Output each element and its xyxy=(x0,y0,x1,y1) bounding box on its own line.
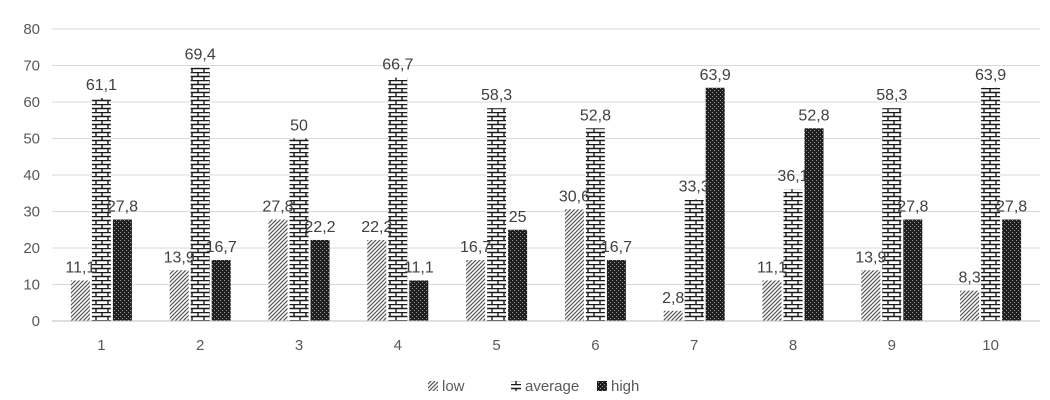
x-tick-label: 10 xyxy=(982,337,999,354)
data-label-low: 11,1 xyxy=(757,259,787,276)
bar-average xyxy=(585,128,605,321)
x-tick-label: 1 xyxy=(97,337,105,354)
y-tick-label: 50 xyxy=(23,131,40,148)
legend-swatch-high xyxy=(597,381,607,391)
data-label-high: 25 xyxy=(509,209,527,226)
data-label-average: 69,4 xyxy=(185,47,216,64)
x-tick-label: 8 xyxy=(789,337,797,354)
y-tick-label: 60 xyxy=(23,94,40,111)
bar-low xyxy=(169,270,189,321)
data-label-high: 27,8 xyxy=(107,199,138,216)
data-label-high: 16,7 xyxy=(206,239,237,256)
bar-high xyxy=(903,219,923,321)
x-tick-label: 2 xyxy=(196,337,204,354)
bar-average xyxy=(783,189,803,321)
legend-swatch-low xyxy=(428,381,438,391)
bar-average xyxy=(388,77,408,321)
data-label-high: 11,1 xyxy=(404,259,434,276)
data-label-average: 58,3 xyxy=(481,87,512,104)
y-tick-label: 40 xyxy=(23,167,40,184)
bar-high xyxy=(211,260,231,321)
data-label-low: 22,2 xyxy=(361,219,392,236)
data-label-low: 16,7 xyxy=(460,239,491,256)
y-tick-label: 80 xyxy=(23,21,40,38)
y-tick-label: 0 xyxy=(32,313,40,330)
data-label-high: 63,9 xyxy=(700,67,731,84)
data-label-average: 61,1 xyxy=(86,77,117,94)
data-label-high: 52,8 xyxy=(798,107,829,124)
y-tick-label: 10 xyxy=(23,277,40,294)
bar-high xyxy=(606,260,626,321)
bar-average xyxy=(487,108,507,321)
data-label-low: 2,8 xyxy=(662,290,684,307)
bar-high xyxy=(1002,219,1022,321)
y-tick-label: 20 xyxy=(23,240,40,257)
data-label-average: 63,9 xyxy=(975,67,1006,84)
legend-label-high: high xyxy=(611,378,639,395)
bar-high xyxy=(112,219,132,321)
data-label-average: 52,8 xyxy=(580,107,611,124)
y-axis: 0 10 20 30 40 50 60 70 80 xyxy=(23,21,40,330)
y-tick-label: 70 xyxy=(23,58,40,75)
x-tick-label: 4 xyxy=(394,337,402,354)
bar-low xyxy=(564,209,584,321)
bar-high xyxy=(804,128,824,321)
bar-high xyxy=(508,229,528,321)
bar-low xyxy=(268,219,288,321)
x-axis: 1 2 3 4 5 6 7 8 9 10 xyxy=(52,320,1040,354)
bar-low xyxy=(960,290,980,321)
legend-swatch-average xyxy=(511,381,521,391)
x-tick-label: 9 xyxy=(888,337,896,354)
bar-average xyxy=(981,87,1001,321)
bar-average xyxy=(289,138,309,321)
bar-low xyxy=(367,239,387,321)
bar-low xyxy=(663,310,683,321)
bar-average xyxy=(684,199,704,321)
data-label-average: 50 xyxy=(290,118,308,135)
x-tick-label: 7 xyxy=(690,337,698,354)
data-label-high: 27,8 xyxy=(996,199,1027,216)
bar-high xyxy=(705,87,725,321)
x-tick-label: 6 xyxy=(591,337,599,354)
legend: low average high xyxy=(428,378,639,395)
data-label-high: 27,8 xyxy=(897,199,928,216)
data-label-low: 30,6 xyxy=(559,188,590,205)
data-label-high: 16,7 xyxy=(601,239,632,256)
data-label-average: 66,7 xyxy=(382,57,413,74)
x-tick-label: 3 xyxy=(295,337,303,354)
legend-label-low: low xyxy=(442,378,465,395)
bar-low xyxy=(70,280,90,321)
bar-average xyxy=(882,108,902,321)
data-label-low: 11,1 xyxy=(65,259,95,276)
bar-high xyxy=(409,280,429,321)
data-label-average: 33,3 xyxy=(679,178,710,195)
bar-low xyxy=(762,280,782,321)
y-tick-label: 30 xyxy=(23,204,40,221)
data-label-average: 58,3 xyxy=(876,87,907,104)
bar-average xyxy=(91,97,111,321)
bar-low xyxy=(861,270,881,321)
bar-average xyxy=(190,67,210,321)
data-label-low: 27,8 xyxy=(262,199,293,216)
bars xyxy=(70,67,1022,321)
data-labels: 11,1 61,1 27,8 13,9 69,4 16,7 27,8 50 22,2 22,2 66… xyxy=(65,47,1027,307)
bar-low xyxy=(466,260,486,321)
bar-high xyxy=(310,239,330,321)
x-tick-label: 5 xyxy=(492,337,500,354)
data-label-low: 8,3 xyxy=(958,270,980,287)
data-label-high: 22,2 xyxy=(304,219,335,236)
data-label-low: 13,9 xyxy=(164,249,195,266)
data-label-low: 13,9 xyxy=(855,249,886,266)
legend-label-average: average xyxy=(525,378,579,395)
data-label-average: 36,1 xyxy=(777,168,808,185)
